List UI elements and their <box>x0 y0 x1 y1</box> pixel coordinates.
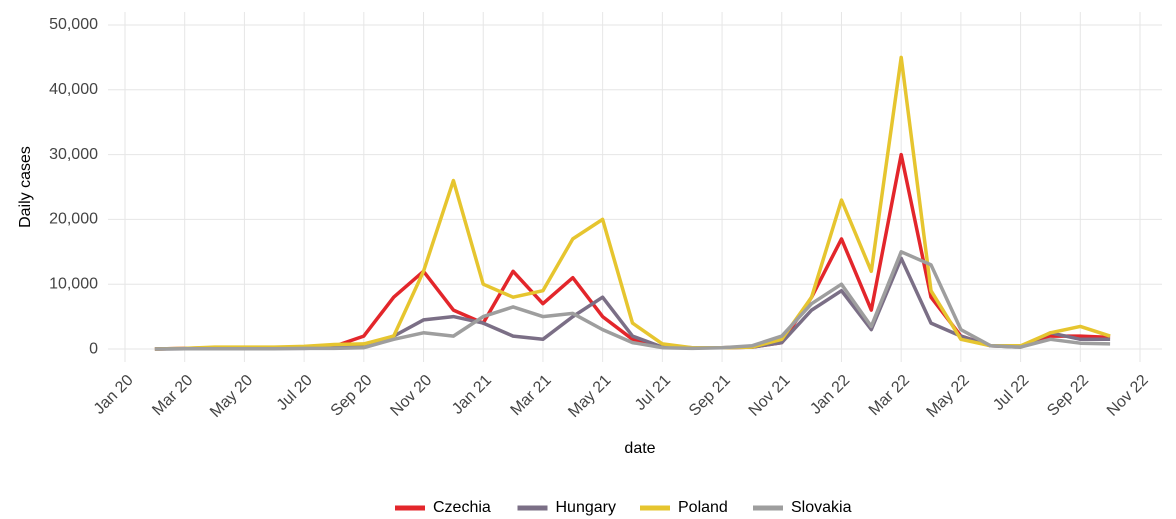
x-tick-label: Mar 20 <box>149 372 196 419</box>
x-tick-label: May 22 <box>924 372 973 421</box>
series-line <box>154 55 1111 351</box>
x-tick-label: Jul 20 <box>274 372 316 414</box>
x-tick-label: Nov 21 <box>746 372 794 420</box>
x-tick-label: Sep 21 <box>686 372 734 420</box>
x-tick-label: Jul 22 <box>990 372 1032 414</box>
series-line <box>154 256 1111 351</box>
x-tick-label: Mar 21 <box>508 372 555 419</box>
x-tick-label: Nov 20 <box>387 372 435 420</box>
x-tick-label: Jan 21 <box>449 372 495 418</box>
x-axis-label: date <box>624 440 655 457</box>
x-tick-label: Sep 20 <box>328 372 376 420</box>
x-tick-label: May 20 <box>207 372 256 421</box>
y-tick-label: 50,000 <box>49 16 98 33</box>
legend-label: Hungary <box>556 499 616 516</box>
x-tick-label: Jul 21 <box>632 372 674 414</box>
y-tick-label: 0 <box>89 340 98 357</box>
x-tick-label: May 21 <box>565 372 614 421</box>
y-axis-label: Daily cases <box>17 146 34 228</box>
legend-label: Slovakia <box>791 499 852 516</box>
grid <box>108 12 1162 362</box>
x-tick-label: Jan 22 <box>807 372 853 418</box>
legend-label: Poland <box>678 499 728 516</box>
y-tick-label: 40,000 <box>49 81 98 98</box>
x-tick-label: Nov 22 <box>1104 372 1152 420</box>
legend-label: Czechia <box>433 499 491 516</box>
y-tick-label: 20,000 <box>49 211 98 228</box>
series-line <box>154 250 1111 351</box>
y-tick-label: 30,000 <box>49 146 98 163</box>
y-tick-label: 10,000 <box>49 275 98 292</box>
x-tick-label: Jan 20 <box>91 372 137 418</box>
x-tick-label: Mar 22 <box>866 372 913 419</box>
x-tick-label: Sep 22 <box>1044 372 1092 420</box>
